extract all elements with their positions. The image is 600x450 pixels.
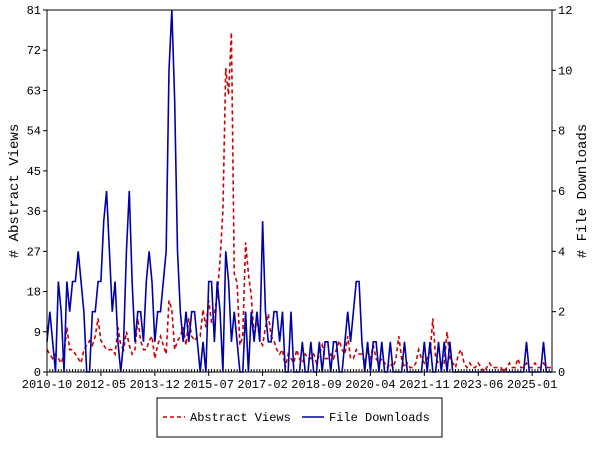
y-tick-label: 9 <box>34 326 41 340</box>
y-tick-label: 18 <box>27 286 41 300</box>
y2-tick-label: 2 <box>558 306 565 320</box>
y-tick-label: 81 <box>27 4 41 18</box>
y-tick-label: 45 <box>27 165 41 179</box>
legend-label: File Downloads <box>329 411 430 425</box>
x-tick-label: 2020-04 <box>345 378 395 392</box>
series-line <box>46 32 552 374</box>
y2-tick-label: 0 <box>558 366 565 380</box>
y-tick-label: 72 <box>27 44 41 58</box>
series-line <box>46 9 552 373</box>
y2-tick-label: 4 <box>558 245 565 259</box>
x-tick-label: 2021-11 <box>399 378 449 392</box>
y-tick-label: 27 <box>27 245 41 259</box>
y-tick-label: 36 <box>27 205 41 219</box>
x-tick-label: 2023-06 <box>453 378 503 392</box>
y-axis-label: # Abstract Views <box>7 124 23 258</box>
legend-label: Abstract Views <box>190 411 291 425</box>
y2-axis-label: # File Downloads <box>575 124 591 258</box>
plot-frame <box>46 9 553 373</box>
x-tick-label: 2013-12 <box>130 378 180 392</box>
x-tick-label: 2025-01 <box>507 378 557 392</box>
y2-tick-label: 8 <box>558 125 565 139</box>
y-tick-label: 54 <box>27 125 41 139</box>
y2-tick-label: 10 <box>558 64 572 78</box>
x-tick-label: 2015-07 <box>184 378 234 392</box>
x-tick-label: 2018-09 <box>291 378 341 392</box>
y-tick-label: 63 <box>27 84 41 98</box>
x-tick-label: 2010-10 <box>22 378 72 392</box>
y-tick-label: 0 <box>34 366 41 380</box>
y2-tick-label: 12 <box>558 4 572 18</box>
x-tick-label: 2012-05 <box>76 378 126 392</box>
legend-box <box>156 397 443 438</box>
x-tick-label: 2017-02 <box>237 378 287 392</box>
y2-tick-label: 6 <box>558 185 565 199</box>
